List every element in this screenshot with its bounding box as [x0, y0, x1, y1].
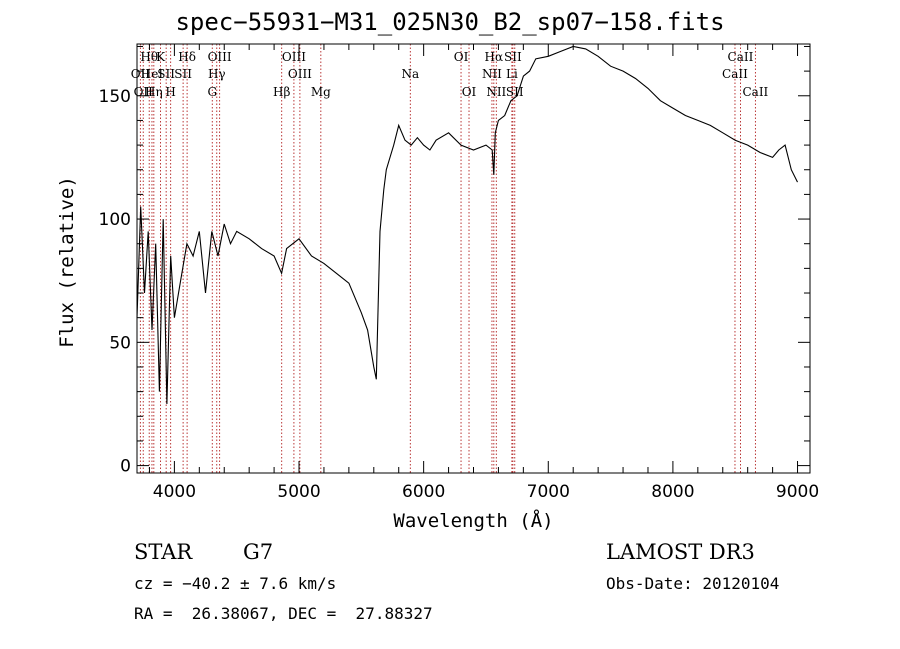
line-label: HeI: [141, 67, 164, 81]
flux-series-line: [136, 45, 798, 405]
line-label: Hδ: [178, 50, 196, 64]
x-tick-label: 5000: [277, 482, 320, 502]
observation-date: Obs-Date: 20120104: [606, 574, 780, 593]
line-label: OIII: [288, 67, 312, 81]
survey-name: LAMOST DR3: [606, 540, 755, 564]
line-label: OIII: [208, 50, 232, 64]
line-label: Hα: [485, 50, 504, 64]
line-label: SII: [157, 67, 175, 81]
line-label: Hβ: [273, 85, 290, 99]
x-tick-label: 6000: [402, 482, 445, 502]
chart-title: spec−55931−M31_025N30_B2_sp07−158.fits: [175, 8, 725, 36]
y-tick-label: 0: [120, 457, 131, 477]
x-tick-label: 8000: [651, 482, 694, 502]
line-label: OII: [134, 85, 154, 99]
y-tick-label: 100: [99, 210, 131, 230]
line-label: Hη: [145, 85, 163, 99]
line-label: OI: [454, 50, 469, 64]
x-axis-ticks: 4000 5000 6000 7000 8000 9000: [148, 44, 819, 502]
line-label: NII: [482, 67, 502, 81]
line-label: Hγ: [208, 67, 226, 81]
line-label: OIII: [282, 50, 306, 64]
line-label: Mg: [311, 85, 331, 99]
redshift-velocity: cz = −40.2 ± 7.6 km/s: [134, 574, 337, 593]
y-axis-label: Flux (relative): [56, 176, 78, 348]
line-label: G: [207, 85, 217, 99]
y-tick-label: 150: [99, 87, 131, 107]
line-label: SII: [504, 50, 522, 64]
x-tick-label: 7000: [527, 482, 570, 502]
plot-frame: [136, 43, 811, 474]
x-axis-label: Wavelength (Å): [393, 510, 554, 532]
x-tick-label: 4000: [153, 482, 196, 502]
x-tick-label: 9000: [776, 482, 819, 502]
object-subclass: G7: [243, 540, 274, 564]
object-class: STAR: [134, 540, 193, 564]
line-label: H: [165, 85, 175, 99]
y-axis-ticks: 0 50 100 150: [99, 45, 810, 477]
y-tick-label: 50: [109, 333, 131, 353]
line-label: CaII: [722, 67, 748, 81]
line-label: Li: [506, 67, 518, 81]
line-label: Na: [401, 67, 419, 81]
line-label: SII: [174, 67, 192, 81]
sky-coordinates: RA = 26.38067, DEC = 27.88327: [134, 604, 433, 623]
line-label: OII: [131, 67, 151, 81]
emission-line-markers: [139, 44, 756, 473]
line-label: K: [156, 50, 166, 64]
line-label: CaII: [728, 50, 754, 64]
line-label: SII: [506, 85, 524, 99]
line-label: OI: [462, 85, 477, 99]
line-label: Hθ: [140, 50, 158, 64]
line-label: CaII: [742, 85, 768, 99]
line-label: NII: [486, 85, 506, 99]
